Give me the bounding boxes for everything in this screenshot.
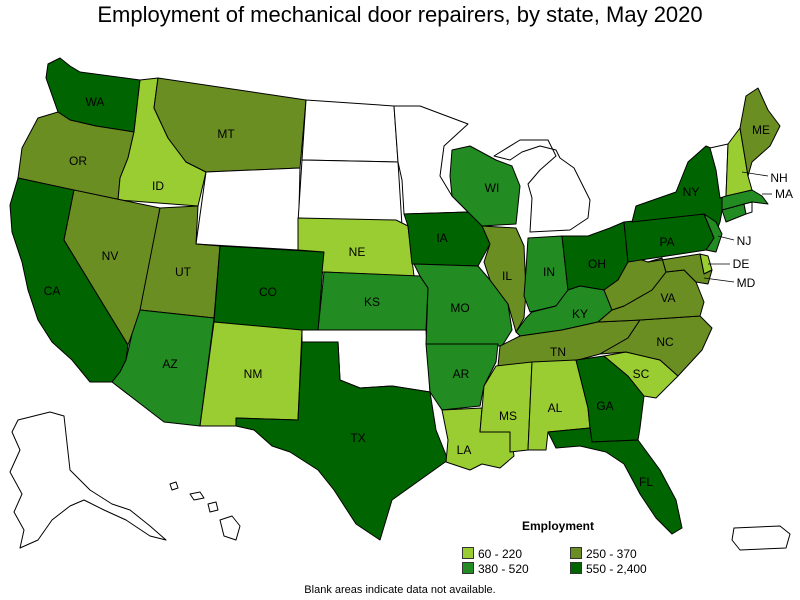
state-label-VA: VA <box>660 291 675 305</box>
legend-label-3: 380 - 520 <box>478 562 529 576</box>
state-NC[interactable] <box>599 315 713 377</box>
legend-swatch-3 <box>462 562 474 574</box>
state-label-OH: OH <box>588 257 606 271</box>
state-label-NY: NY <box>683 185 700 199</box>
state-label-TX: TX <box>350 431 365 445</box>
state-label-NE: NE <box>349 245 366 259</box>
state-label-CO: CO <box>259 285 277 299</box>
state-label-KY: KY <box>572 307 588 321</box>
footnote: Blank areas indicate data not available. <box>304 584 496 596</box>
state-label-IL: IL <box>502 269 512 283</box>
state-label-NH: NH <box>770 171 787 185</box>
state-label-AZ: AZ <box>162 357 177 371</box>
legend-label-1: 60 - 220 <box>478 547 523 561</box>
state-label-NV: NV <box>102 249 119 263</box>
state-label-AR: AR <box>453 367 470 381</box>
state-MD[interactable] <box>647 253 713 285</box>
state-FL[interactable] <box>547 427 683 535</box>
state-label-NJ: NJ <box>737 234 752 248</box>
state-AR[interactable] <box>425 343 499 411</box>
state-label-NM: NM <box>244 367 263 381</box>
state-label-MT: MT <box>217 127 235 141</box>
legend-item-2: 250 - 370 <box>570 547 637 561</box>
state-NJ[interactable] <box>703 213 723 253</box>
state-TX[interactable] <box>235 341 449 541</box>
state-label-UT: UT <box>175 265 192 279</box>
state-label-MO: MO <box>450 301 469 315</box>
state-HI[interactable] <box>169 481 241 541</box>
state-label-ME: ME <box>752 123 770 137</box>
state-WY[interactable] <box>195 167 301 251</box>
us-state-map: WA OR CA ID NV MT UT AZ CO NM NE KS TX I… <box>9 57 793 551</box>
state-label-AL: AL <box>548 401 563 415</box>
state-PR[interactable] <box>731 525 791 551</box>
state-label-MD: MD <box>737 276 756 290</box>
legend-item-4: 550 - 2,400 <box>570 562 647 576</box>
state-label-PA: PA <box>659 235 674 249</box>
legend-item-3: 380 - 520 <box>462 562 529 576</box>
state-label-DE: DE <box>733 257 750 271</box>
state-label-IN: IN <box>543 265 555 279</box>
state-label-LA: LA <box>457 443 472 457</box>
state-label-SC: SC <box>633 367 650 381</box>
legend-item-1: 60 - 220 <box>462 547 522 561</box>
state-label-NC: NC <box>656 335 674 349</box>
state-NH[interactable] <box>725 127 753 197</box>
state-label-MS: MS <box>499 409 517 423</box>
legend-label-2: 250 - 370 <box>586 547 637 561</box>
legend-swatch-4 <box>570 562 582 574</box>
state-label-FL: FL <box>639 475 653 489</box>
state-label-ID: ID <box>152 179 164 193</box>
state-ND[interactable] <box>301 99 399 163</box>
state-ME[interactable] <box>739 87 781 177</box>
state-MN[interactable] <box>393 105 469 215</box>
state-label-IA: IA <box>436 231 447 245</box>
state-label-MA: MA <box>775 187 793 201</box>
state-label-WI: WI <box>485 181 500 195</box>
state-MI[interactable] <box>493 139 591 233</box>
state-label-TN: TN <box>550 345 566 359</box>
legend-swatch-1 <box>462 547 474 559</box>
state-label-CA: CA <box>44 284 61 298</box>
state-label-GA: GA <box>596 399 613 413</box>
leader-line-nj <box>717 235 735 241</box>
state-MA[interactable] <box>721 189 769 211</box>
state-MO[interactable] <box>413 263 513 347</box>
state-WI[interactable] <box>449 145 521 227</box>
state-label-KS: KS <box>364 295 380 309</box>
state-AK[interactable] <box>9 411 167 549</box>
legend-title: Employment <box>522 519 595 533</box>
legend-swatch-2 <box>570 547 582 559</box>
state-label-WA: WA <box>86 95 105 109</box>
map-title: Employment of mechanical door repairers,… <box>97 2 703 27</box>
state-VT[interactable] <box>709 143 729 199</box>
state-label-OR: OR <box>69 154 87 168</box>
leader-line-nh <box>741 171 769 177</box>
legend-label-4: 550 - 2,400 <box>586 562 647 576</box>
leader-line-md <box>703 277 735 283</box>
